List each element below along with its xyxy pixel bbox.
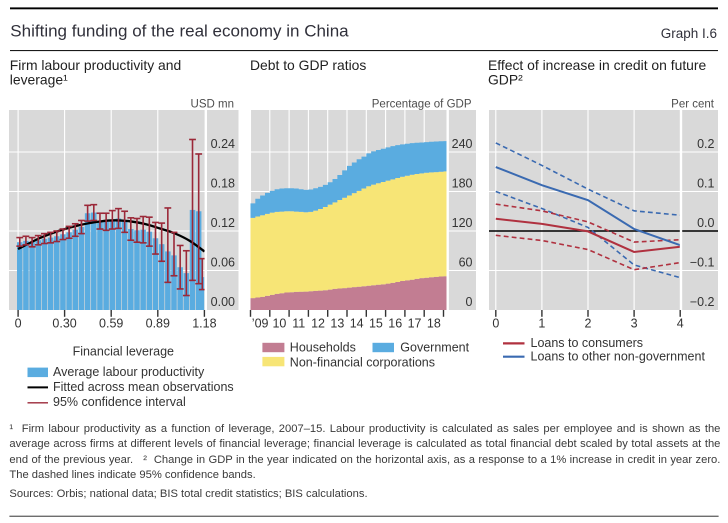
svg-text:120: 120	[452, 216, 473, 230]
svg-text:0: 0	[492, 317, 499, 331]
svg-text:0.0: 0.0	[697, 216, 714, 230]
svg-text:0.59: 0.59	[99, 317, 123, 331]
svg-text:0.30: 0.30	[52, 317, 76, 331]
svg-text:Average labour productivity: Average labour productivity	[53, 365, 205, 379]
svg-text:0.89: 0.89	[146, 317, 170, 331]
svg-text:Effect of increase in credit o: Effect of increase in credit on future	[488, 57, 707, 73]
svg-text:Per cent: Per cent	[671, 99, 715, 111]
svg-text:Percentage of GDP: Percentage of GDP	[372, 99, 472, 111]
svg-text:Households: Households	[290, 341, 356, 355]
svg-text:Government: Government	[400, 341, 469, 355]
svg-text:Fitted across mean observation: Fitted across mean observations	[53, 380, 234, 394]
svg-text:17: 17	[408, 317, 422, 331]
svg-text:18: 18	[427, 317, 441, 331]
svg-text:−0.2: −0.2	[690, 295, 715, 309]
svg-text:Non-financial corporations: Non-financial corporations	[290, 355, 435, 369]
svg-text:GDP²: GDP²	[488, 72, 523, 88]
svg-text:1: 1	[538, 317, 545, 331]
svg-text:3: 3	[631, 317, 638, 331]
svg-text:Financial leverage: Financial leverage	[73, 345, 174, 359]
svg-text:11: 11	[292, 317, 305, 331]
svg-text:180: 180	[452, 177, 473, 191]
svg-text:0.24: 0.24	[211, 137, 235, 151]
svg-text:0: 0	[466, 295, 473, 309]
svg-text:0.2: 0.2	[697, 137, 714, 151]
svg-text:60: 60	[459, 256, 473, 270]
svg-text:2: 2	[585, 317, 592, 331]
svg-text:13: 13	[330, 317, 344, 331]
svg-text:0.12: 0.12	[211, 216, 235, 230]
svg-text:0.18: 0.18	[211, 177, 235, 191]
svg-text:0.1: 0.1	[697, 177, 714, 191]
svg-text:1.18: 1.18	[192, 317, 216, 331]
svg-text:Firm labour productivity and: Firm labour productivity and	[10, 57, 181, 73]
svg-text:15: 15	[369, 317, 383, 331]
svg-text:12: 12	[311, 317, 325, 331]
svg-text:0.06: 0.06	[211, 256, 235, 270]
svg-text:240: 240	[452, 137, 473, 151]
svg-text:Debt to GDP ratios: Debt to GDP ratios	[250, 57, 366, 73]
svg-text:−0.1: −0.1	[690, 256, 715, 270]
svg-text:USD mn: USD mn	[191, 99, 234, 111]
svg-text:Shifting funding of the real e: Shifting funding of the real economy in …	[10, 22, 349, 41]
svg-text:’09: ’09	[252, 317, 269, 331]
svg-text:0: 0	[15, 317, 22, 331]
svg-text:4: 4	[677, 317, 684, 331]
svg-text:0.00: 0.00	[211, 295, 235, 309]
svg-text:16: 16	[388, 317, 402, 331]
svg-text:leverage¹: leverage¹	[10, 72, 68, 88]
svg-text:95% confidence interval: 95% confidence interval	[53, 395, 186, 409]
svg-text:Graph I.6: Graph I.6	[661, 26, 717, 41]
svg-text:14: 14	[350, 317, 364, 331]
svg-text:Loans to other non-government: Loans to other non-government	[531, 349, 706, 363]
svg-text:10: 10	[272, 317, 286, 331]
svg-text:Loans to consumers: Loans to consumers	[531, 336, 644, 350]
